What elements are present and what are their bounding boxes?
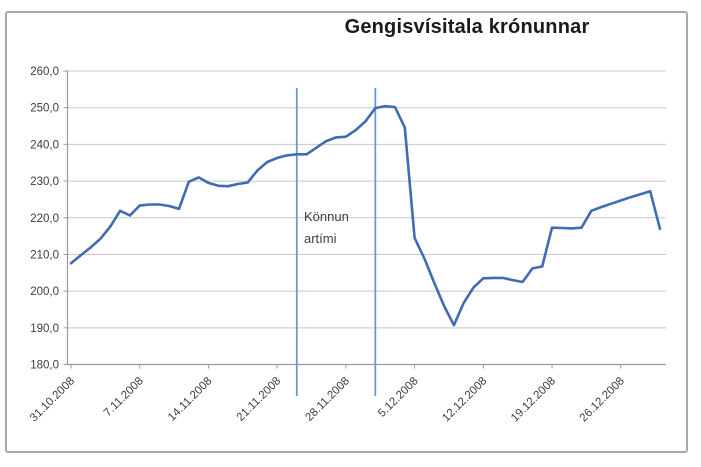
x-tick-label: 31.10.2008 bbox=[28, 375, 77, 424]
annotation-text-line-1: Könnun bbox=[304, 209, 349, 224]
y-tick-label: 180,0 bbox=[30, 360, 59, 372]
y-tick-label: 260,0 bbox=[30, 66, 59, 78]
y-tick-label: 230,0 bbox=[30, 176, 59, 188]
y-tick-label: 220,0 bbox=[30, 213, 59, 225]
annotation-text: Könnun artími bbox=[304, 206, 349, 250]
chart-title: Gengisvísitala krónunnar bbox=[344, 16, 590, 38]
chart-border bbox=[5, 11, 688, 453]
y-tick-label: 200,0 bbox=[30, 286, 59, 298]
x-axis-labels: 31.10.2008 7.11.2008 14.11.2008 21.11.2008 2… bbox=[28, 375, 627, 424]
gridlines bbox=[67, 70, 666, 365]
x-tick-label: 19.12.2008 bbox=[509, 375, 558, 424]
x-tick-label: 26.12.2008 bbox=[578, 375, 627, 424]
annotation-text-line-2: artími bbox=[304, 231, 337, 246]
x-tick-label: 28.11.2008 bbox=[303, 375, 352, 424]
x-tick-label: 7.11.2008 bbox=[102, 375, 146, 419]
annotation-vlines bbox=[295, 88, 377, 396]
data-series-line bbox=[69, 104, 662, 327]
x-tick-label: 5.12.2008 bbox=[376, 375, 421, 420]
y-tick-label: 250,0 bbox=[30, 103, 59, 115]
y-axis-labels: 260,0 250,0 240,0 230,0 220,0 210,0 200,0 190,0… bbox=[30, 66, 59, 372]
y-tick-label: 210,0 bbox=[30, 249, 59, 261]
x-tick-label: 12.12.2008 bbox=[440, 375, 489, 424]
tick-marks bbox=[63, 70, 622, 369]
x-tick-label: 21.11.2008 bbox=[235, 375, 284, 424]
y-tick-label: 190,0 bbox=[30, 323, 59, 335]
y-tick-label: 240,0 bbox=[30, 139, 59, 151]
x-tick-label: 14.11.2008 bbox=[166, 375, 215, 424]
